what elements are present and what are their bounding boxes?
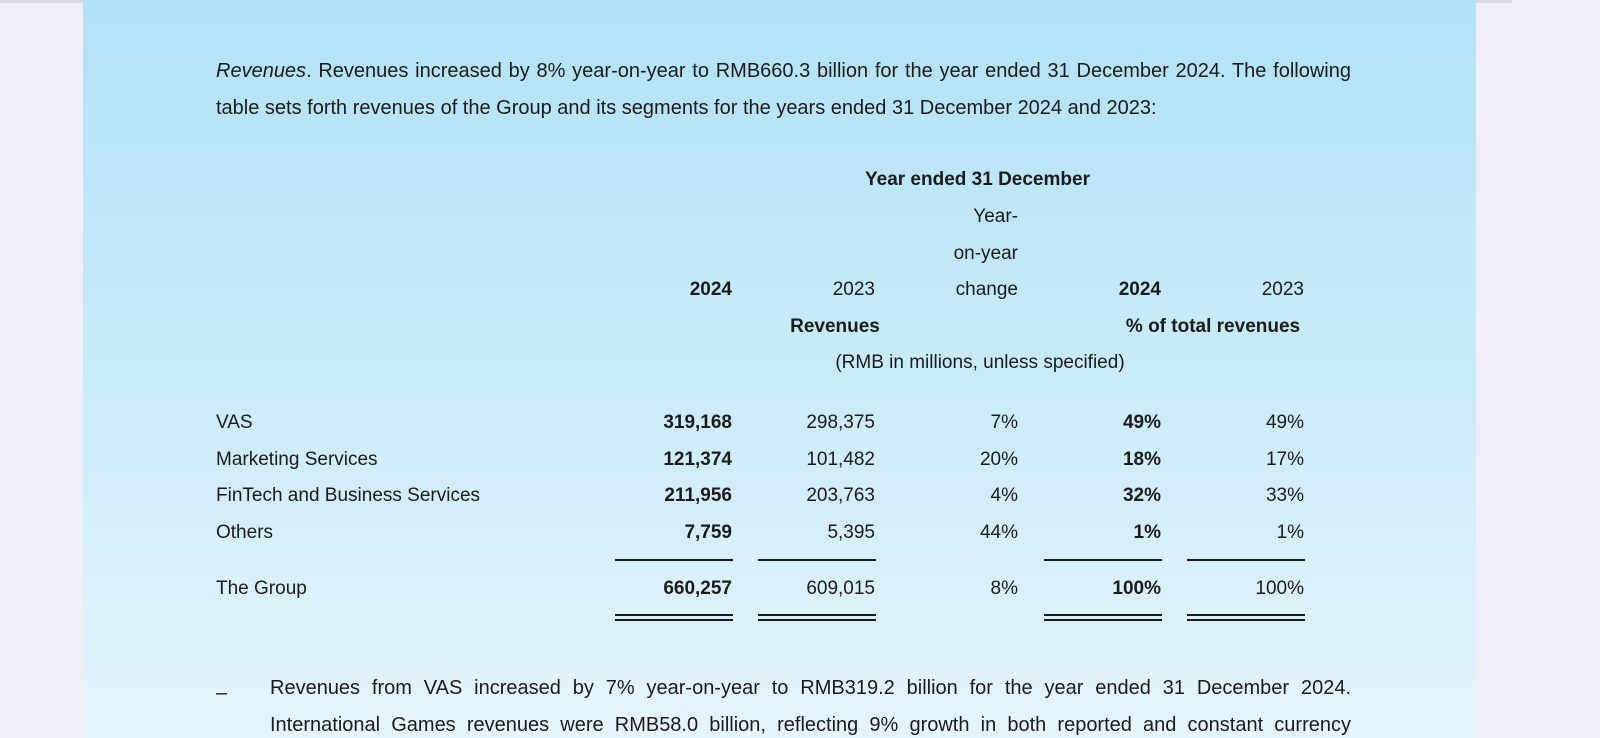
- bullet-paragraph: Revenues from VAS increased by 7% year-o…: [270, 677, 1351, 736]
- row-pct-2023: 17%: [1265, 449, 1304, 470]
- total-rev-2023: 609,015: [806, 578, 875, 599]
- total-double-rule-pct-2023-a: [1187, 614, 1305, 616]
- header-pct-2024: 2024: [1118, 279, 1161, 300]
- row-yoy: 20%: [979, 449, 1018, 470]
- total-rev-2024: 660,257: [663, 578, 732, 599]
- row-yoy: 44%: [979, 522, 1018, 543]
- row-rev-2024: 319,168: [663, 412, 732, 433]
- row-pct-2024: 1%: [1133, 522, 1161, 543]
- subtotal-rule-pct-2023: [1187, 559, 1305, 561]
- row-label: Marketing Services: [216, 449, 378, 470]
- total-double-rule-pct-2024-b: [1044, 619, 1162, 621]
- row-label: FinTech and Business Services: [216, 485, 481, 506]
- row-rev-2023: 5,395: [827, 522, 875, 543]
- row-pct-2024: 18%: [1122, 449, 1161, 470]
- header-pct-total: % of total revenues: [1125, 316, 1301, 337]
- total-double-rule-rev-2024-a: [615, 614, 733, 616]
- subtotal-rule-rev-2023: [758, 559, 876, 561]
- total-yoy: 8%: [990, 578, 1018, 599]
- intro-italic-lead: Revenues: [216, 60, 307, 82]
- header-units-note: (RMB in millions, unless specified): [835, 352, 1125, 373]
- row-rev-2023: 203,763: [806, 485, 875, 506]
- header-col-2023: 2023: [832, 279, 875, 300]
- row-pct-2024: 32%: [1122, 485, 1161, 506]
- row-rev-2024: 121,374: [663, 449, 732, 470]
- header-yoy-line1: Year-: [973, 206, 1018, 227]
- row-label: Others: [216, 522, 274, 543]
- total-label: The Group: [216, 578, 307, 599]
- total-pct-2023: 100%: [1255, 578, 1304, 599]
- total-double-rule-pct-2024-a: [1044, 614, 1162, 616]
- total-double-rule-rev-2023-a: [758, 614, 876, 616]
- row-label: VAS: [216, 412, 253, 433]
- header-revenues: Revenues: [790, 316, 880, 337]
- row-pct-2023: 1%: [1276, 522, 1304, 543]
- total-double-rule-rev-2023-b: [758, 619, 876, 621]
- total-double-rule-rev-2024-b: [615, 619, 733, 621]
- row-yoy: 7%: [990, 412, 1018, 433]
- subtotal-rule-rev-2024: [615, 559, 733, 561]
- row-pct-2023: 33%: [1265, 485, 1304, 506]
- bullet-dash: –: [216, 682, 228, 704]
- total-pct-2024: 100%: [1112, 578, 1161, 599]
- intro-paragraph: Revenues. Revenues increased by 8% year-…: [216, 53, 1351, 127]
- row-rev-2023: 298,375: [806, 412, 875, 433]
- header-yoy-line2: on-year: [953, 243, 1018, 264]
- row-rev-2023: 101,482: [806, 449, 875, 470]
- row-pct-2023: 49%: [1265, 412, 1304, 433]
- document-page: Revenues. Revenues increased by 8% year-…: [83, 0, 1476, 738]
- header-year-ended: Year ended 31 December: [865, 169, 1090, 190]
- header-pct-2023: 2023: [1261, 279, 1304, 300]
- row-rev-2024: 7,759: [684, 522, 732, 543]
- row-rev-2024: 211,956: [664, 485, 732, 506]
- intro-text: . Revenues increased by 8% year-on-year …: [216, 60, 1351, 119]
- row-pct-2024: 49%: [1122, 412, 1161, 433]
- header-col-2024: 2024: [689, 279, 732, 300]
- row-yoy: 4%: [990, 485, 1018, 506]
- subtotal-rule-pct-2024: [1044, 559, 1162, 561]
- header-yoy-line3: change: [955, 279, 1018, 300]
- total-double-rule-pct-2023-b: [1187, 619, 1305, 621]
